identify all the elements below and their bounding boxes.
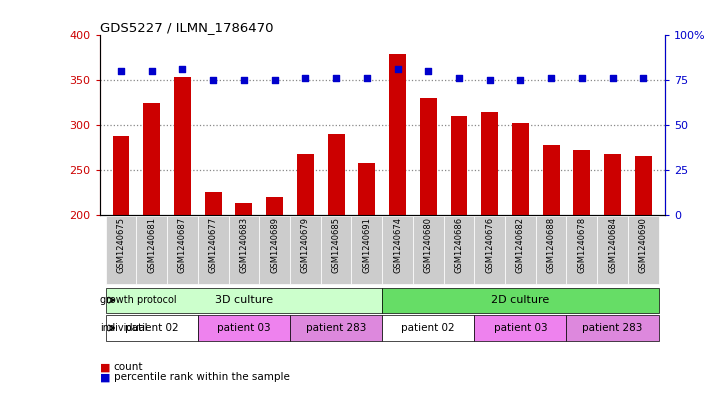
Bar xyxy=(542,145,560,215)
FancyBboxPatch shape xyxy=(137,216,167,285)
Text: 2D culture: 2D culture xyxy=(491,295,550,305)
FancyBboxPatch shape xyxy=(383,288,658,313)
FancyBboxPatch shape xyxy=(628,216,658,285)
Bar xyxy=(112,136,129,215)
FancyBboxPatch shape xyxy=(383,216,413,285)
Point xyxy=(115,68,127,74)
Point xyxy=(576,75,587,81)
Text: patient 283: patient 283 xyxy=(582,323,643,333)
Text: GSM1240679: GSM1240679 xyxy=(301,217,310,273)
FancyBboxPatch shape xyxy=(474,216,505,285)
FancyBboxPatch shape xyxy=(106,288,383,313)
FancyBboxPatch shape xyxy=(198,316,290,340)
Text: patient 03: patient 03 xyxy=(217,323,271,333)
FancyBboxPatch shape xyxy=(260,216,290,285)
FancyBboxPatch shape xyxy=(567,316,658,340)
Text: GSM1240681: GSM1240681 xyxy=(147,217,156,273)
Point xyxy=(331,75,342,81)
FancyBboxPatch shape xyxy=(567,216,597,285)
Point xyxy=(238,77,250,83)
Bar xyxy=(451,116,467,215)
FancyBboxPatch shape xyxy=(383,316,474,340)
Text: GSM1240684: GSM1240684 xyxy=(608,217,617,273)
Text: ■: ■ xyxy=(100,362,110,373)
Bar xyxy=(512,123,529,215)
Text: ■: ■ xyxy=(100,372,110,382)
FancyBboxPatch shape xyxy=(413,216,444,285)
Text: GSM1240677: GSM1240677 xyxy=(209,217,218,273)
Point xyxy=(146,68,157,74)
FancyBboxPatch shape xyxy=(228,216,260,285)
Text: GSM1240674: GSM1240674 xyxy=(393,217,402,273)
Text: GSM1240683: GSM1240683 xyxy=(240,217,248,273)
FancyBboxPatch shape xyxy=(290,216,321,285)
Text: GSM1240678: GSM1240678 xyxy=(577,217,587,273)
Bar xyxy=(481,112,498,215)
Text: individual: individual xyxy=(100,323,148,333)
Bar xyxy=(174,77,191,215)
FancyBboxPatch shape xyxy=(351,216,383,285)
FancyBboxPatch shape xyxy=(536,216,567,285)
FancyBboxPatch shape xyxy=(106,216,137,285)
Bar xyxy=(604,154,621,215)
Bar xyxy=(205,192,222,215)
Bar xyxy=(144,103,160,215)
Bar xyxy=(358,163,375,215)
Bar xyxy=(389,54,406,215)
Text: GSM1240688: GSM1240688 xyxy=(547,217,555,273)
Bar xyxy=(328,134,345,215)
Point xyxy=(177,66,188,73)
FancyBboxPatch shape xyxy=(106,316,198,340)
Text: GSM1240685: GSM1240685 xyxy=(331,217,341,273)
Text: patient 02: patient 02 xyxy=(125,323,178,333)
Point xyxy=(208,77,219,83)
FancyBboxPatch shape xyxy=(167,216,198,285)
FancyBboxPatch shape xyxy=(290,316,383,340)
FancyBboxPatch shape xyxy=(474,316,567,340)
Text: patient 03: patient 03 xyxy=(493,323,547,333)
Bar xyxy=(419,98,437,215)
Text: GSM1240675: GSM1240675 xyxy=(117,217,126,273)
Bar xyxy=(266,196,283,215)
Point xyxy=(515,77,526,83)
FancyBboxPatch shape xyxy=(597,216,628,285)
Point xyxy=(361,75,373,81)
Text: patient 02: patient 02 xyxy=(402,323,455,333)
Bar xyxy=(635,156,652,215)
Text: GSM1240690: GSM1240690 xyxy=(638,217,648,272)
Text: GSM1240682: GSM1240682 xyxy=(516,217,525,273)
FancyBboxPatch shape xyxy=(444,216,474,285)
Point xyxy=(454,75,465,81)
Text: GDS5227 / ILMN_1786470: GDS5227 / ILMN_1786470 xyxy=(100,21,273,34)
Text: 3D culture: 3D culture xyxy=(215,295,273,305)
Bar xyxy=(297,154,314,215)
FancyBboxPatch shape xyxy=(198,216,228,285)
Point xyxy=(607,75,619,81)
Text: GSM1240687: GSM1240687 xyxy=(178,217,187,273)
Point xyxy=(422,68,434,74)
Point xyxy=(392,66,403,73)
FancyBboxPatch shape xyxy=(321,216,351,285)
Text: count: count xyxy=(114,362,143,373)
Text: GSM1240680: GSM1240680 xyxy=(424,217,433,273)
Text: GSM1240686: GSM1240686 xyxy=(454,217,464,273)
Point xyxy=(484,77,496,83)
Text: GSM1240676: GSM1240676 xyxy=(485,217,494,273)
Point xyxy=(299,75,311,81)
Bar xyxy=(573,150,590,215)
Bar xyxy=(235,203,252,215)
Point xyxy=(638,75,649,81)
Point xyxy=(269,77,280,83)
Text: patient 283: patient 283 xyxy=(306,323,366,333)
Text: GSM1240691: GSM1240691 xyxy=(363,217,371,272)
Text: GSM1240689: GSM1240689 xyxy=(270,217,279,273)
Text: growth protocol: growth protocol xyxy=(100,295,177,305)
FancyBboxPatch shape xyxy=(505,216,536,285)
Text: percentile rank within the sample: percentile rank within the sample xyxy=(114,372,289,382)
Point xyxy=(545,75,557,81)
